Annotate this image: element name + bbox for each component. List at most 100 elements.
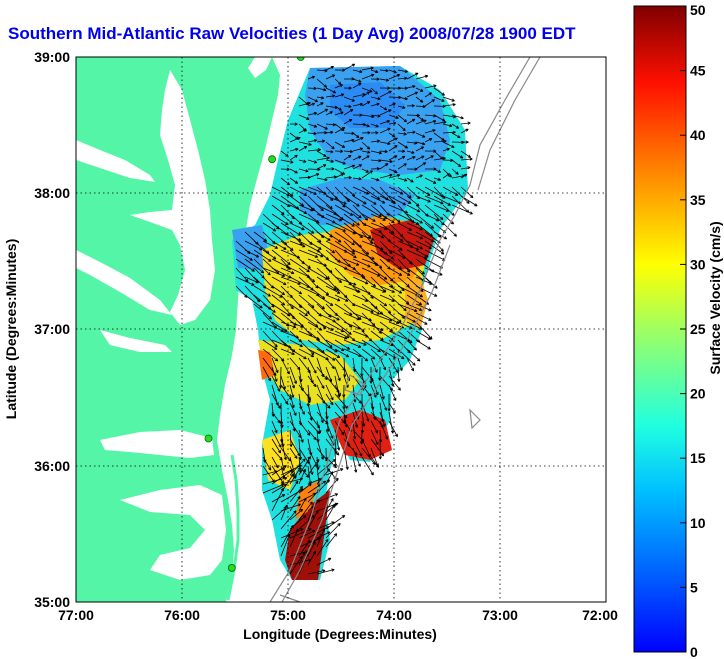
velocity-vector xyxy=(361,91,370,98)
velocity-vector xyxy=(316,321,334,331)
velocity-vector xyxy=(361,73,375,80)
velocity-vector xyxy=(298,539,311,557)
velocity-vector xyxy=(262,330,278,348)
velocity-vector xyxy=(388,155,398,161)
velocity-vector xyxy=(334,348,350,358)
velocity-vector xyxy=(361,123,370,128)
velocity-vector xyxy=(406,339,417,351)
velocity-vector xyxy=(460,140,469,144)
velocity-vector xyxy=(334,149,344,153)
velocity-vector xyxy=(235,267,249,283)
velocity-vector xyxy=(271,321,288,332)
velocity-vector xyxy=(316,375,325,389)
velocity-vector xyxy=(271,357,279,374)
velocity-vector xyxy=(343,258,360,266)
velocity-vector xyxy=(271,420,278,434)
velocity-vector xyxy=(289,555,303,575)
velocity-vector xyxy=(424,177,437,184)
velocity-vector xyxy=(280,504,288,521)
velocity-vector xyxy=(442,103,456,107)
velocity-vector xyxy=(253,249,272,262)
velocity-vector xyxy=(244,249,260,258)
velocity-vector xyxy=(388,312,402,323)
velocity-vector xyxy=(307,159,318,164)
velocity-vector xyxy=(415,87,424,92)
velocity-vector xyxy=(424,276,438,289)
velocity-vector xyxy=(442,123,453,128)
velocity-vector xyxy=(325,420,334,439)
velocity-vector xyxy=(379,357,386,371)
velocity-vector xyxy=(451,159,462,167)
velocity-vector xyxy=(397,222,413,231)
colorbar-tick-label: 50 xyxy=(690,2,706,18)
velocity-vector xyxy=(370,123,379,128)
velocity-vector xyxy=(442,141,455,148)
velocity-vector xyxy=(316,96,325,100)
velocity-vector xyxy=(433,240,444,252)
velocity-vector xyxy=(271,429,282,448)
velocity-vector xyxy=(343,164,356,170)
velocity-vector xyxy=(324,447,328,461)
velocity-vector xyxy=(289,496,301,512)
velocity-vector xyxy=(352,303,374,313)
velocity-vector xyxy=(415,119,427,125)
velocity-vector xyxy=(316,438,324,460)
bay-tributary-2 xyxy=(76,250,172,315)
velocity-vector xyxy=(388,145,398,152)
velocity-vector xyxy=(406,240,424,250)
velocity-vector xyxy=(352,69,363,74)
velocity-vector xyxy=(352,132,360,139)
velocity-vector xyxy=(397,294,410,305)
velocity-vector xyxy=(298,159,307,163)
velocity-vector xyxy=(316,348,336,361)
velocity-vector xyxy=(415,249,429,258)
velocity-vector xyxy=(325,339,345,352)
velocity-vector xyxy=(289,285,303,295)
velocity-vector xyxy=(325,330,348,340)
velocity-vector xyxy=(424,213,440,222)
velocity-vector xyxy=(334,213,355,227)
velocity-vector xyxy=(352,339,367,346)
velocity-vector xyxy=(433,195,451,206)
velocity-vector xyxy=(442,213,454,225)
velocity-vector xyxy=(433,156,446,161)
velocity-vector xyxy=(370,96,381,101)
velocity-vector xyxy=(289,204,308,214)
velocity-vector xyxy=(334,330,350,339)
velocity-vector xyxy=(360,429,364,445)
velocity-vector xyxy=(271,204,285,215)
velocity-vector xyxy=(343,312,360,321)
velocity-vector xyxy=(352,348,369,362)
velocity-vectors xyxy=(235,63,478,575)
velocity-vector xyxy=(379,90,392,98)
velocity-vector xyxy=(415,330,432,340)
velocity-vector xyxy=(352,249,375,260)
velocity-vector xyxy=(289,480,299,494)
x-axis-title: Longitude (Degrees:Minutes) xyxy=(243,626,437,642)
velocity-vector xyxy=(370,249,391,262)
velocity-vector xyxy=(334,231,355,246)
velocity-vector xyxy=(397,366,401,382)
colorbar-label: Surface Velocity (cm/s) xyxy=(707,221,723,374)
velocity-vector xyxy=(316,69,328,73)
velocity-vector xyxy=(406,312,428,325)
velocity-vector xyxy=(388,69,397,74)
velocity-vector xyxy=(334,105,342,111)
velocity-vector xyxy=(325,123,336,127)
velocity-vector xyxy=(388,420,398,438)
velocity-vector xyxy=(460,121,471,125)
velocity-vector xyxy=(451,123,460,129)
grid-lines xyxy=(76,57,606,602)
velocity-vector xyxy=(280,159,294,164)
velocity-vector xyxy=(244,240,263,251)
velocity-vector xyxy=(361,141,371,150)
velocity-vector xyxy=(415,174,423,179)
velocity-vector xyxy=(433,87,445,96)
velocity-vector xyxy=(451,132,461,139)
velocity-vector xyxy=(415,146,425,152)
velocity-vector xyxy=(352,177,362,181)
velocity-vector xyxy=(280,524,294,548)
velocity-vector xyxy=(352,438,363,457)
velocity-vector xyxy=(352,294,369,302)
velocity-vector xyxy=(406,357,414,372)
